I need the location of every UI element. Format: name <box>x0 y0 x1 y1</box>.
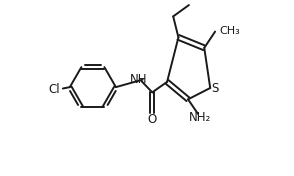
Text: O: O <box>147 113 156 126</box>
Text: NH₂: NH₂ <box>189 111 211 124</box>
Text: NH: NH <box>130 73 147 86</box>
Text: CH₃: CH₃ <box>219 26 240 36</box>
Text: S: S <box>211 81 219 95</box>
Text: Cl: Cl <box>49 83 60 96</box>
